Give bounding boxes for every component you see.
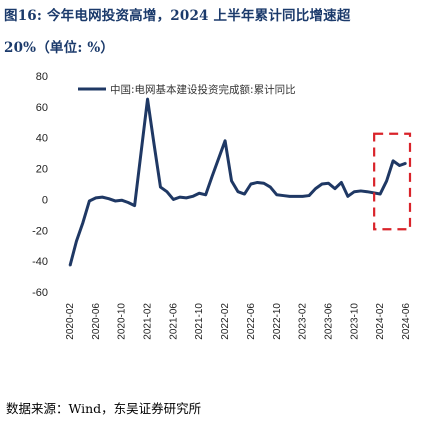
- y-tick-label: 20: [36, 164, 48, 176]
- x-tick-label: 2022-02: [220, 303, 231, 340]
- data-point: [133, 204, 136, 207]
- data-point: [314, 187, 317, 190]
- data-point: [256, 181, 259, 184]
- x-tick-label: 2024-06: [401, 303, 412, 340]
- legend-label: 中国:电网基本建设投资完成额:累计同比: [110, 83, 296, 96]
- data-point: [340, 181, 343, 184]
- data-point: [269, 186, 272, 188]
- data-point: [237, 190, 239, 193]
- data-point: [353, 190, 356, 193]
- x-tick-label: 2023-10: [349, 303, 360, 340]
- x-tick-label: 2020-10: [117, 303, 128, 340]
- data-point: [405, 162, 407, 164]
- data-point: [288, 195, 291, 198]
- data-point: [198, 192, 201, 195]
- data-point: [392, 160, 394, 162]
- highlight-box: [373, 132, 412, 231]
- data-point: [95, 197, 97, 199]
- source-note: 数据来源：Wind，东吴证券研究所: [6, 401, 202, 416]
- data-point: [282, 194, 285, 197]
- x-tick-label: 2023-06: [323, 303, 334, 340]
- x-tick-label: 2020-02: [65, 303, 76, 340]
- data-point: [179, 196, 181, 198]
- data-point: [385, 180, 388, 182]
- data-point: [191, 195, 194, 198]
- data-point: [347, 195, 349, 198]
- figure-title: 图16: 今年电网投资高增，2024 上半年累计同比增速超: [4, 8, 351, 24]
- data-point: [166, 190, 168, 193]
- y-tick-label: 0: [42, 194, 48, 206]
- data-point: [224, 140, 226, 142]
- data-point: [107, 197, 110, 200]
- y-tick-label: -20: [32, 225, 48, 237]
- data-points: [69, 98, 407, 267]
- x-axis: 2020-02 2020-06 2020-10 2021-02 2021-06 2021-…: [65, 303, 412, 340]
- x-tick-label: 2024-02: [375, 303, 386, 340]
- y-tick-label: 60: [36, 102, 48, 114]
- data-point: [334, 187, 336, 190]
- y-axis: -60 -40 -20 0 20 40 60 80: [32, 71, 48, 299]
- data-point: [82, 221, 84, 224]
- data-point: [185, 197, 188, 199]
- data-point: [243, 193, 246, 195]
- data-point: [69, 264, 71, 267]
- data-point: [250, 183, 252, 185]
- data-point: [153, 143, 155, 145]
- data-point: [146, 98, 149, 100]
- x-tick-label: 2021-06: [168, 303, 179, 340]
- data-point: [327, 182, 330, 185]
- data-point: [263, 182, 265, 185]
- data-point: [172, 198, 175, 201]
- legend: 中国:电网基本建设投资完成额:累计同比: [78, 83, 296, 96]
- x-tick-label: 2021-02: [143, 303, 154, 340]
- x-tick-label: 2021-10: [194, 303, 205, 340]
- y-tick-label: -60: [32, 287, 48, 299]
- x-tick-label: 2020-06: [91, 303, 102, 340]
- figure-title-continued: 20%（单位: %）: [4, 40, 115, 56]
- data-point: [88, 200, 91, 202]
- y-tick-label: 80: [36, 71, 48, 83]
- y-tick-label: -40: [32, 256, 48, 268]
- x-tick-label: 2023-02: [298, 303, 309, 340]
- data-point: [321, 183, 323, 185]
- data-point: [75, 240, 78, 242]
- data-point: [275, 194, 278, 196]
- data-point: [211, 175, 213, 178]
- data-point: [359, 190, 362, 192]
- data-point: [120, 199, 123, 201]
- x-tick-label: 2022-06: [246, 303, 257, 340]
- data-point: [230, 180, 233, 182]
- data-point: [398, 164, 401, 167]
- data-point: [114, 200, 117, 202]
- data-point: [308, 194, 310, 197]
- y-tick-label: 40: [36, 133, 48, 145]
- data-point: [301, 195, 304, 198]
- data-point: [159, 186, 162, 188]
- series-line: [68, 97, 407, 267]
- data-point: [204, 194, 207, 196]
- data-point: [127, 201, 129, 204]
- data-point: [366, 190, 369, 193]
- data-point: [379, 193, 381, 195]
- data-point: [101, 196, 104, 198]
- x-tick-label: 2022-10: [272, 303, 283, 340]
